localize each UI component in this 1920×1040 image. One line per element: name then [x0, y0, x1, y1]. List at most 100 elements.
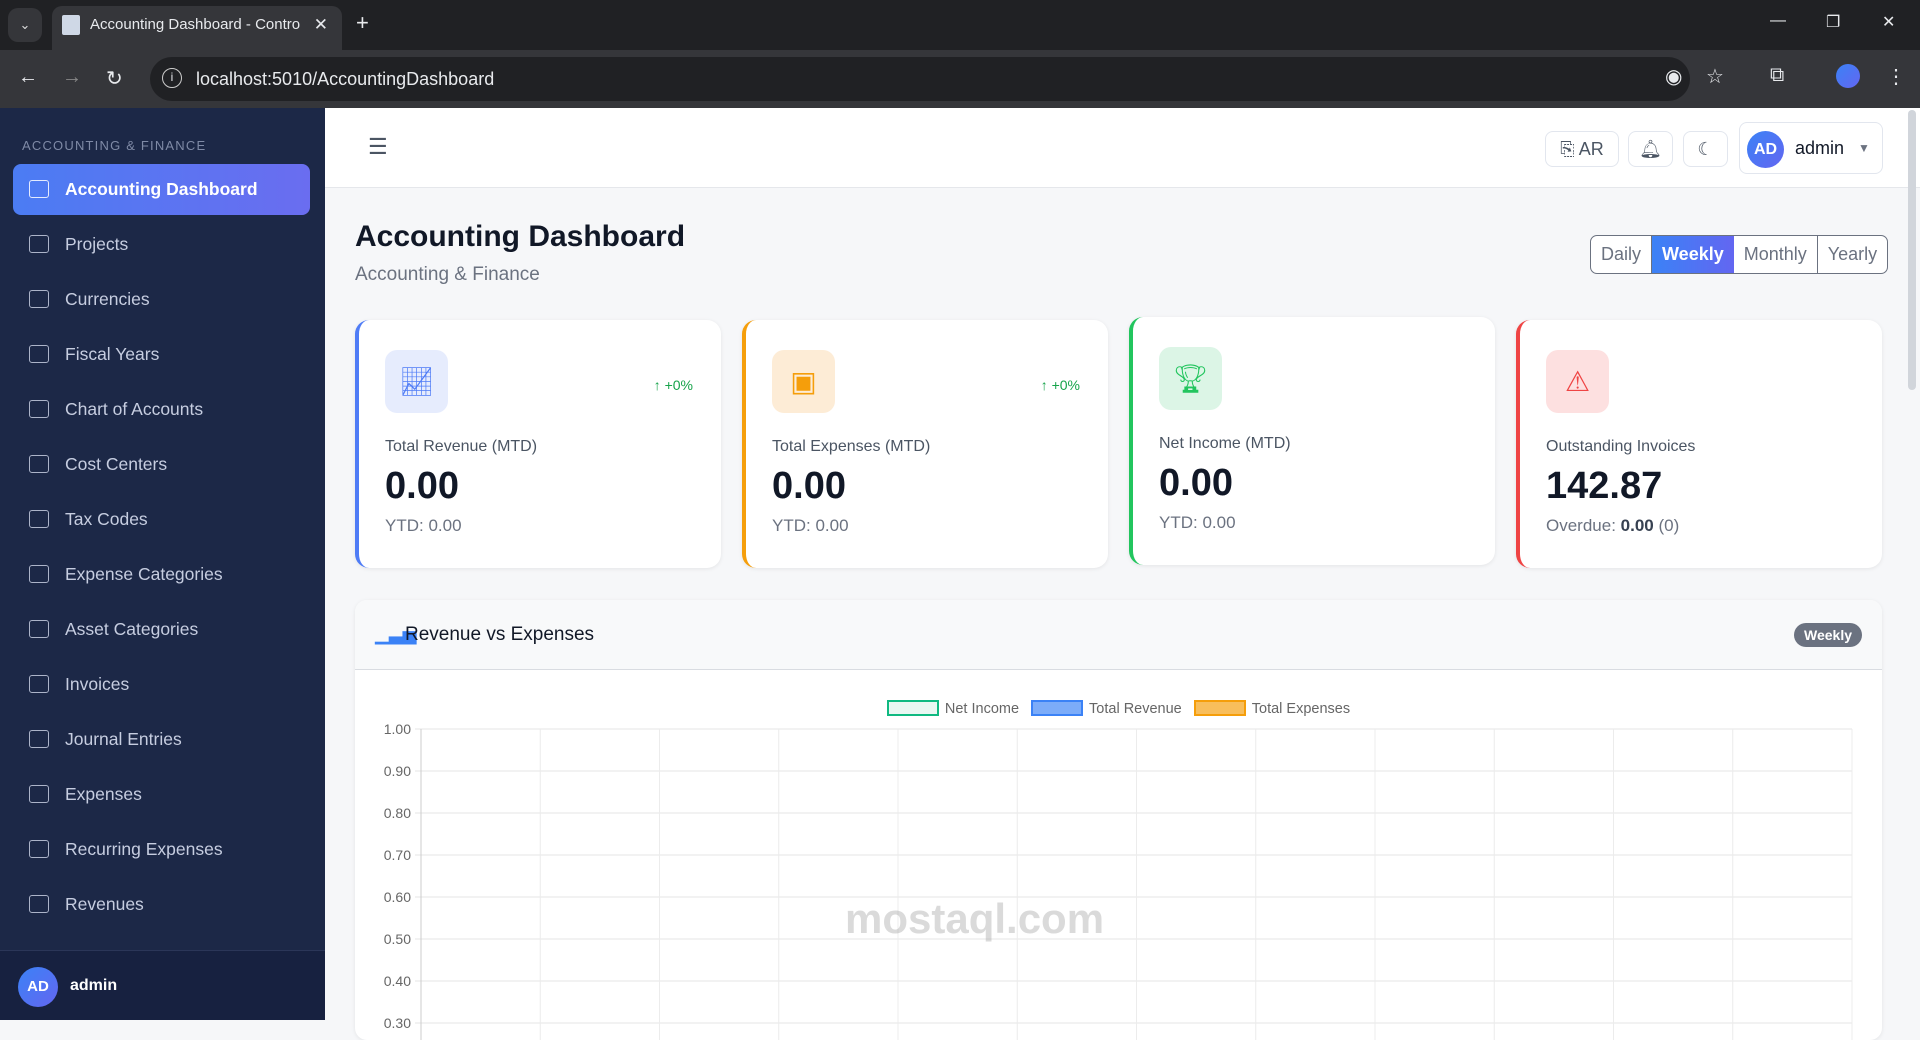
reload-icon[interactable]: ↻: [106, 68, 123, 90]
legend-label: Total Expenses: [1251, 701, 1351, 717]
eye-icon[interactable]: ◉: [1665, 66, 1683, 88]
chart-legend: Net Income Total Revenue Total Expenses: [355, 700, 1882, 717]
close-window-icon[interactable]: ✕: [1882, 14, 1896, 31]
info-icon[interactable]: i: [162, 68, 182, 88]
avatar: AD: [1747, 131, 1784, 168]
user-name: admin: [1795, 138, 1845, 158]
browser-tab[interactable]: Accounting Dashboard - Contro ✕: [52, 6, 342, 50]
close-tab-icon[interactable]: ✕: [313, 15, 328, 34]
language-button[interactable]: ⎘ AR: [1545, 131, 1619, 167]
sidebar-item-projects[interactable]: Projects: [13, 219, 310, 270]
gauge-icon: [29, 180, 49, 198]
card-ytd: YTD: 0.00: [385, 516, 462, 535]
legend-item[interactable]: Net Income: [886, 700, 1019, 717]
period-daily-button[interactable]: Daily: [1591, 236, 1653, 273]
card-change: ↑ +0%: [653, 377, 693, 393]
sidebar-item-expense-categories[interactable]: Expense Categories: [13, 549, 310, 600]
sidebar-item-tax-codes[interactable]: Tax Codes: [13, 494, 310, 545]
sidebar-item-journal-entries[interactable]: Journal Entries: [13, 714, 310, 765]
card-value: 0.00: [385, 465, 459, 507]
chart-line-icon: 📈︎: [385, 350, 448, 413]
dark-mode-button[interactable]: ☾: [1683, 131, 1728, 167]
stat-card: 🏆︎ Net Income (MTD) 0.00 YTD: 0.00: [1129, 317, 1495, 565]
card-ytd: YTD: 0.00: [772, 516, 849, 535]
money-bill-icon: ▣: [772, 350, 835, 413]
sidebar-item-accounting-dashboard[interactable]: Accounting Dashboard: [13, 164, 310, 215]
chart-title: Revenue vs Expenses: [405, 624, 595, 645]
url-input[interactable]: i localhost:5010/AccountingDashboard: [150, 57, 1690, 101]
card-value: 0.00: [1159, 462, 1233, 504]
card-change: ↑ +0%: [1040, 377, 1080, 393]
sidebar-item-invoices[interactable]: Invoices: [13, 659, 310, 710]
translate-icon: ⎘: [1560, 139, 1579, 159]
url-text: localhost:5010/AccountingDashboard: [196, 69, 495, 89]
page-scrollbar[interactable]: [1908, 110, 1916, 390]
overdue-label: Overdue:: [1546, 516, 1621, 535]
sidebar-item-label: Projects: [65, 234, 129, 254]
tab-search-button[interactable]: ⌄: [8, 8, 42, 42]
sidebar-item-cost-centers[interactable]: Cost Centers: [13, 439, 310, 490]
y-tick-label: 0.70: [384, 847, 411, 863]
percent-icon: [29, 510, 49, 528]
bookmark-star-icon[interactable]: ☆: [1706, 66, 1724, 88]
sidebar-item-label: Journal Entries: [65, 729, 182, 749]
sidebar-item-label: Currencies: [65, 289, 150, 309]
sidebar-item-label: Expense Categories: [65, 564, 223, 584]
y-tick-label: 0.30: [384, 1015, 411, 1031]
sidebar-item-expenses[interactable]: Expenses: [13, 769, 310, 820]
page-subtitle: Accounting & Finance: [355, 264, 540, 285]
hamburger-menu-icon[interactable]: ☰: [368, 134, 388, 159]
calendar-icon: [29, 345, 49, 363]
forward-icon[interactable]: →: [62, 66, 82, 88]
sidebar-item-fiscal-years[interactable]: Fiscal Years: [13, 329, 310, 380]
restore-icon[interactable]: ❐: [1826, 14, 1841, 31]
legend-item[interactable]: Total Revenue: [1031, 700, 1182, 717]
card-value: 142.87: [1546, 465, 1663, 507]
notifications-button[interactable]: 🔔︎: [1628, 131, 1673, 167]
user-name: admin: [70, 977, 118, 994]
favicon-icon: [62, 15, 80, 35]
legend-item[interactable]: Total Expenses: [1193, 700, 1351, 717]
coins-icon: [29, 290, 49, 308]
sidebar-user[interactable]: AD admin: [0, 950, 325, 1020]
list-icon: [29, 565, 49, 583]
bell-icon: 🔔︎: [1639, 139, 1662, 159]
extensions-icon[interactable]: ⧉: [1770, 64, 1785, 86]
period-weekly-button[interactable]: Weekly: [1652, 236, 1734, 273]
sidebar-item-revenues[interactable]: Revenues: [13, 879, 310, 930]
sidebar-section-title: ACCOUNTING & FINANCE: [22, 138, 207, 153]
warning-icon: ⚠: [1546, 350, 1609, 413]
sidebar-item-currencies[interactable]: Currencies: [13, 274, 310, 325]
language-label: AR: [1578, 139, 1604, 159]
new-tab-button[interactable]: +: [356, 10, 369, 35]
period-monthly-button[interactable]: Monthly: [1734, 236, 1818, 273]
chart-line-icon: [29, 895, 49, 913]
back-icon[interactable]: ←: [18, 66, 38, 88]
overdue-amount: 0.00: [1620, 516, 1654, 535]
user-menu-button[interactable]: AD admin ▼: [1739, 122, 1883, 174]
sidebar-item-chart-of-accounts[interactable]: Chart of Accounts: [13, 384, 310, 435]
address-bar-area: ← → ↻ i localhost:5010/AccountingDashboar…: [0, 50, 1920, 108]
profile-avatar[interactable]: [1836, 64, 1860, 88]
sidebar-item-label: Recurring Expenses: [65, 839, 223, 859]
sidebar-item-label: Invoices: [65, 674, 130, 694]
stat-card: ⚠ Outstanding Invoices 142.87 Overdue: 0.00…: [1516, 320, 1882, 568]
period-yearly-button[interactable]: Yearly: [1827, 244, 1878, 264]
minimize-icon[interactable]: —: [1770, 12, 1786, 29]
sidebar-item-recurring-expenses[interactable]: Recurring Expenses: [13, 824, 310, 875]
building-icon: [29, 455, 49, 473]
legend-swatch: [1031, 700, 1084, 716]
y-tick-label: 0.80: [384, 805, 411, 821]
box-icon: [29, 620, 49, 638]
sitemap-icon: [29, 400, 49, 418]
menu-dots-icon[interactable]: ⋮: [1886, 66, 1906, 88]
watermark: mostaql.com: [845, 895, 1105, 942]
y-tick-label: 1.00: [384, 721, 411, 737]
sync-icon: [29, 840, 49, 858]
caret-down-icon: ▼: [1858, 141, 1870, 155]
card-label: Total Expenses (MTD): [772, 438, 931, 455]
period-badge: Weekly: [1794, 623, 1862, 647]
sidebar-item-asset-categories[interactable]: Asset Categories: [13, 604, 310, 655]
sidebar-item-label: Expenses: [65, 784, 142, 804]
sidebar-item-label: Accounting Dashboard: [65, 179, 258, 199]
